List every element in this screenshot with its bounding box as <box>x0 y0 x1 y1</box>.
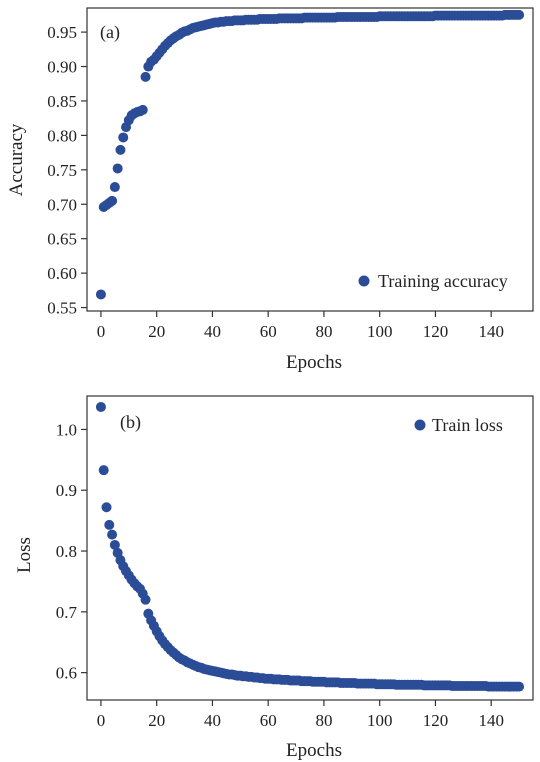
loss-x-axis-label: Epochs <box>286 740 342 761</box>
accuracy-y-axis-label: Accuracy <box>6 123 27 196</box>
accuracy-data-point <box>115 144 126 155</box>
accuracy-data-point <box>95 289 106 300</box>
accuracy-y-tick-label: 0.95 <box>47 23 77 42</box>
accuracy-x-tick-label: 100 <box>367 322 393 341</box>
accuracy-y-tick-label: 0.55 <box>47 299 77 318</box>
accuracy-y-tick-label: 0.85 <box>47 92 77 111</box>
accuracy-panel-label: (a) <box>100 22 120 43</box>
accuracy-chart: (a) Epochs Accuracy 0 20 40 60 80 100 120 140 0.… <box>6 7 534 373</box>
accuracy-x-tick-label: 60 <box>260 322 277 341</box>
loss-y-tick-label: 0.8 <box>56 542 77 561</box>
loss-data-point <box>101 502 112 513</box>
loss-data-point <box>107 529 118 540</box>
loss-legend-marker <box>414 419 426 431</box>
loss-plot-frame <box>86 395 534 701</box>
loss-x-tick-label: 100 <box>367 711 393 730</box>
accuracy-legend-label: Training accuracy <box>378 271 508 291</box>
accuracy-data-point <box>109 182 120 193</box>
loss-data-points <box>95 401 525 692</box>
accuracy-y-tick-label: 0.65 <box>47 230 77 249</box>
loss-x-tick-label: 140 <box>478 711 504 730</box>
accuracy-y-tick-label: 0.70 <box>47 195 77 214</box>
loss-data-point <box>95 401 106 412</box>
accuracy-x-axis-label: Epochs <box>286 352 342 373</box>
accuracy-x-tick-label: 140 <box>478 322 504 341</box>
accuracy-y-tick-label: 0.80 <box>47 126 77 145</box>
loss-y-axis-label: Loss <box>14 537 35 573</box>
loss-x-tick-label: 20 <box>148 711 165 730</box>
accuracy-axis-ticks: 0 20 40 60 80 100 120 140 0.55 0.60 0.65 0.70 0.75 0.… <box>47 23 504 341</box>
accuracy-legend: Training accuracy <box>358 271 508 291</box>
loss-data-point <box>514 681 525 692</box>
accuracy-data-point <box>107 195 118 206</box>
accuracy-y-tick-label: 0.75 <box>47 161 77 180</box>
accuracy-data-point <box>112 163 123 174</box>
accuracy-data-point <box>140 71 151 82</box>
accuracy-y-tick-label: 0.90 <box>47 58 77 77</box>
accuracy-y-tick-label: 0.60 <box>47 264 77 283</box>
loss-y-tick-label: 0.9 <box>56 481 77 500</box>
loss-data-point <box>98 465 109 476</box>
loss-y-tick-label: 0.6 <box>56 664 77 683</box>
loss-axis-ticks: 0 20 40 60 80 100 120 140 0.6 0.7 0.8 0.9 1.0 <box>56 420 504 730</box>
accuracy-x-tick-label: 120 <box>423 322 449 341</box>
accuracy-data-point <box>514 9 525 20</box>
loss-x-tick-label: 80 <box>315 711 332 730</box>
loss-x-tick-label: 120 <box>423 711 449 730</box>
loss-legend: Train loss <box>414 415 503 435</box>
accuracy-data-point <box>118 132 129 143</box>
loss-x-tick-label: 40 <box>204 711 221 730</box>
accuracy-x-tick-label: 0 <box>97 322 106 341</box>
loss-x-tick-label: 60 <box>260 711 277 730</box>
loss-x-tick-label: 0 <box>97 711 106 730</box>
accuracy-x-tick-label: 80 <box>315 322 332 341</box>
accuracy-legend-marker <box>358 275 370 287</box>
accuracy-data-points <box>95 9 525 300</box>
accuracy-x-tick-label: 20 <box>148 322 165 341</box>
accuracy-plot-frame <box>86 7 534 312</box>
loss-data-point <box>140 594 151 605</box>
loss-y-tick-label: 1.0 <box>56 420 77 439</box>
loss-y-tick-label: 0.7 <box>56 603 78 622</box>
accuracy-data-point <box>137 104 148 115</box>
loss-legend-label: Train loss <box>432 415 503 435</box>
loss-data-point <box>104 519 115 530</box>
loss-data-point <box>109 539 120 550</box>
accuracy-x-tick-label: 40 <box>204 322 221 341</box>
loss-chart: (b) Epochs Loss 0 20 40 60 80 100 120 140 0.6 0.7… <box>14 395 534 761</box>
loss-panel-label: (b) <box>120 412 141 433</box>
